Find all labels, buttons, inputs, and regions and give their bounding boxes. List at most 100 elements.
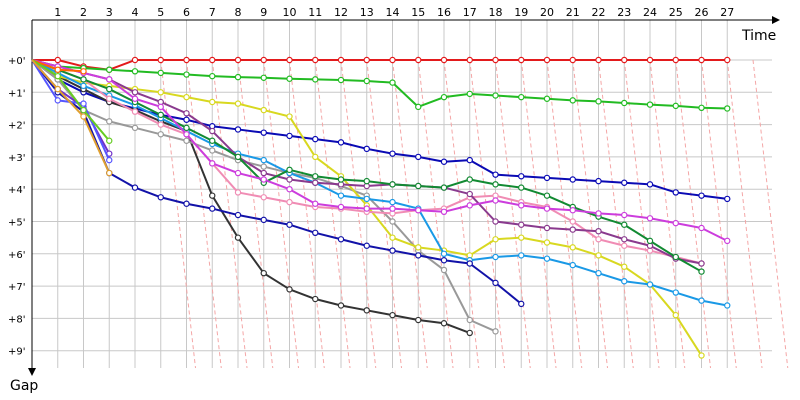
data-point [363, 177, 370, 185]
data-point [183, 200, 190, 207]
x-tick-label: 18 [489, 6, 503, 19]
data-point [466, 260, 473, 267]
series-8 [31, 59, 705, 267]
data-point [492, 328, 499, 335]
series-16 [31, 59, 113, 177]
data-point [389, 218, 396, 225]
x-tick-label: 8 [235, 6, 242, 19]
data-point [183, 137, 190, 144]
diag-line-28 [752, 59, 789, 369]
data-point [157, 89, 164, 96]
data-point [672, 311, 679, 319]
data-point [440, 266, 448, 274]
data-point [518, 234, 525, 241]
data-point [621, 236, 628, 243]
data-point [260, 269, 267, 277]
series-9 [31, 59, 705, 275]
data-point [518, 173, 525, 180]
data-point [724, 105, 731, 112]
data-point [183, 131, 190, 138]
data-point [466, 56, 473, 64]
data-point [518, 221, 525, 228]
data-point [492, 92, 499, 99]
data-point [466, 316, 473, 324]
data-point [312, 200, 319, 207]
x-tick-label: 19 [514, 6, 528, 19]
data-point [286, 166, 293, 174]
data-point [337, 176, 345, 183]
data-point [80, 100, 87, 107]
data-point [646, 56, 654, 64]
data-point [80, 76, 87, 83]
data-point [183, 110, 190, 117]
data-point [672, 219, 679, 227]
data-point [621, 242, 628, 249]
x-tick-label: 14 [386, 6, 400, 19]
data-point [363, 205, 370, 212]
data-point [260, 169, 267, 177]
data-point [260, 216, 267, 224]
data-point [621, 99, 628, 107]
x-tick-label: 24 [643, 6, 657, 19]
data-point [286, 286, 293, 293]
data-point [286, 113, 293, 120]
diag-line-7 [211, 59, 248, 369]
series-15 [31, 59, 113, 144]
y-tick-label: +6' [8, 250, 26, 261]
data-point [698, 224, 705, 232]
data-point [260, 176, 267, 183]
data-point [260, 129, 267, 136]
data-point [569, 226, 576, 233]
x-tick-label: 12 [334, 6, 348, 19]
data-point [80, 113, 87, 120]
data-point [286, 176, 293, 183]
y-tick-label: +9' [8, 347, 26, 358]
x-tick-label: 3 [106, 6, 113, 19]
data-point [286, 132, 293, 140]
data-point [234, 189, 242, 196]
x-tick-label: 22 [592, 6, 606, 19]
data-point [312, 295, 319, 303]
data-point [131, 56, 139, 64]
data-point [106, 137, 113, 144]
data-point [492, 171, 499, 178]
series-14 [31, 59, 87, 75]
x-tick-label: 6 [183, 6, 190, 19]
data-point [337, 192, 345, 199]
data-point [543, 205, 551, 212]
data-point [312, 56, 319, 64]
data-point [543, 174, 551, 182]
diag-line-25 [675, 59, 712, 369]
data-point [543, 95, 551, 102]
data-point [260, 56, 267, 64]
data-point [337, 139, 345, 146]
data-point [183, 71, 190, 78]
data-point [698, 56, 705, 64]
series-6 [31, 59, 731, 309]
x-tick-label: 17 [463, 6, 477, 19]
data-point [440, 56, 448, 64]
data-point [260, 163, 267, 170]
data-point [698, 192, 705, 199]
series-line [31, 59, 728, 242]
data-point [518, 252, 525, 259]
data-point [312, 179, 319, 186]
data-point [724, 56, 731, 64]
diag-line-12 [340, 59, 377, 369]
series-lines [31, 56, 731, 359]
data-point [209, 127, 216, 135]
x-tick-label: 10 [283, 6, 297, 19]
data-point [234, 234, 242, 241]
data-point [80, 106, 87, 114]
diag-line-10 [289, 59, 325, 369]
data-point [621, 211, 628, 219]
data-point [724, 237, 731, 245]
data-point [209, 147, 216, 154]
data-point [492, 181, 499, 188]
data-point [389, 181, 396, 188]
data-point [157, 111, 164, 119]
data-point [389, 150, 396, 157]
data-point [286, 198, 293, 206]
data-point [260, 74, 267, 81]
data-point [440, 184, 448, 191]
